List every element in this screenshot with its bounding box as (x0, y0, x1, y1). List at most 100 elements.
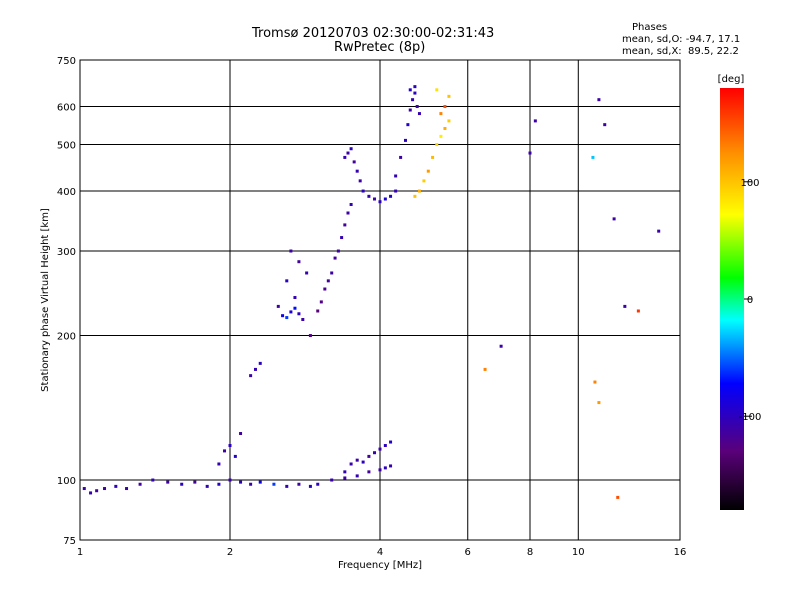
data-point (82, 487, 86, 491)
data-point (431, 155, 435, 159)
data-point (217, 462, 221, 466)
data-point (166, 480, 170, 484)
data-point (297, 260, 301, 264)
data-point (239, 432, 243, 436)
data-point (305, 271, 309, 275)
colorbar-tick-label: 100 (740, 178, 759, 189)
phases-o-mode: mean, sd,O: -94.7, 17.1 (622, 34, 741, 45)
x-tick-label: 1 (77, 547, 83, 558)
data-point (103, 487, 107, 491)
phase-colorbar (720, 88, 744, 510)
data-point (597, 98, 601, 102)
y-tick-label: 400 (57, 187, 76, 198)
data-point (95, 489, 99, 493)
data-point (413, 85, 417, 89)
data-point (439, 112, 443, 116)
data-point (447, 119, 451, 123)
plot-frame (79, 59, 681, 541)
data-point (114, 484, 118, 488)
data-point (233, 454, 237, 458)
data-point (125, 487, 129, 491)
chart-grid (80, 60, 680, 540)
data-point (333, 256, 337, 260)
data-point (346, 151, 350, 155)
data-point (343, 476, 347, 480)
data-point (336, 249, 340, 253)
data-point (443, 105, 447, 109)
data-point (276, 304, 280, 308)
data-point (326, 279, 330, 283)
data-point (355, 169, 359, 173)
chart-title: Tromsø 20120703 02:30:00-02:31:43 (252, 26, 495, 41)
x-tick-label: 4 (377, 547, 383, 558)
data-point (422, 179, 426, 183)
data-point (217, 482, 221, 486)
data-point (293, 296, 297, 300)
data-point (205, 484, 209, 488)
data-point (383, 444, 387, 448)
data-point (417, 189, 421, 193)
data-point (285, 316, 289, 320)
data-point (623, 304, 627, 308)
data-point (361, 189, 365, 193)
data-point (657, 229, 661, 233)
data-point (426, 169, 430, 173)
y-tick-label: 200 (57, 332, 76, 343)
data-point (499, 344, 503, 348)
data-point (193, 480, 197, 484)
data-point (373, 197, 377, 201)
data-point (528, 151, 532, 155)
data-point (597, 401, 601, 405)
data-point (367, 194, 371, 198)
data-point (603, 123, 607, 127)
data-point (228, 478, 232, 482)
data-point (239, 480, 243, 484)
data-point (383, 466, 387, 470)
data-point (343, 155, 347, 159)
data-point (249, 482, 253, 486)
data-point (293, 306, 297, 310)
data-point (355, 458, 359, 462)
data-point (346, 211, 350, 215)
colorbar-tick-label: -100 (739, 412, 762, 423)
x-tick-label: 16 (674, 547, 687, 558)
data-point (352, 160, 356, 164)
data-point (330, 271, 334, 275)
data-point (281, 314, 285, 318)
data-point (413, 91, 417, 95)
colorbar-ticks: 100 0 -100 (739, 178, 762, 423)
data-point (389, 440, 393, 444)
data-point (308, 334, 312, 338)
data-point (413, 194, 417, 198)
data-point (258, 480, 262, 484)
data-point (389, 464, 393, 468)
data-point (289, 249, 293, 253)
data-point (249, 374, 253, 378)
data-point (483, 367, 487, 371)
data-point (358, 179, 362, 183)
data-point (435, 88, 439, 92)
data-point (253, 367, 257, 371)
data-point (138, 482, 142, 486)
data-point (378, 468, 382, 472)
x-tick-label: 2 (227, 547, 233, 558)
data-point (415, 105, 419, 109)
data-point (301, 317, 305, 321)
data-point (408, 88, 412, 92)
data-point (447, 94, 451, 98)
chart-subtitle: RwPretec (8p) (334, 40, 426, 55)
data-point (349, 147, 353, 151)
data-point (316, 309, 320, 313)
data-point (593, 380, 597, 384)
data-point (439, 134, 443, 138)
data-point (349, 462, 353, 466)
x-axis-ticks: 1 2 4 6 8 10 16 (77, 547, 687, 558)
data-point (378, 447, 382, 451)
y-tick-label: 100 (57, 476, 76, 487)
data-point (394, 174, 398, 178)
data-point (258, 361, 262, 365)
x-tick-label: 6 (465, 547, 471, 558)
data-point (406, 123, 410, 127)
data-point (308, 484, 312, 488)
